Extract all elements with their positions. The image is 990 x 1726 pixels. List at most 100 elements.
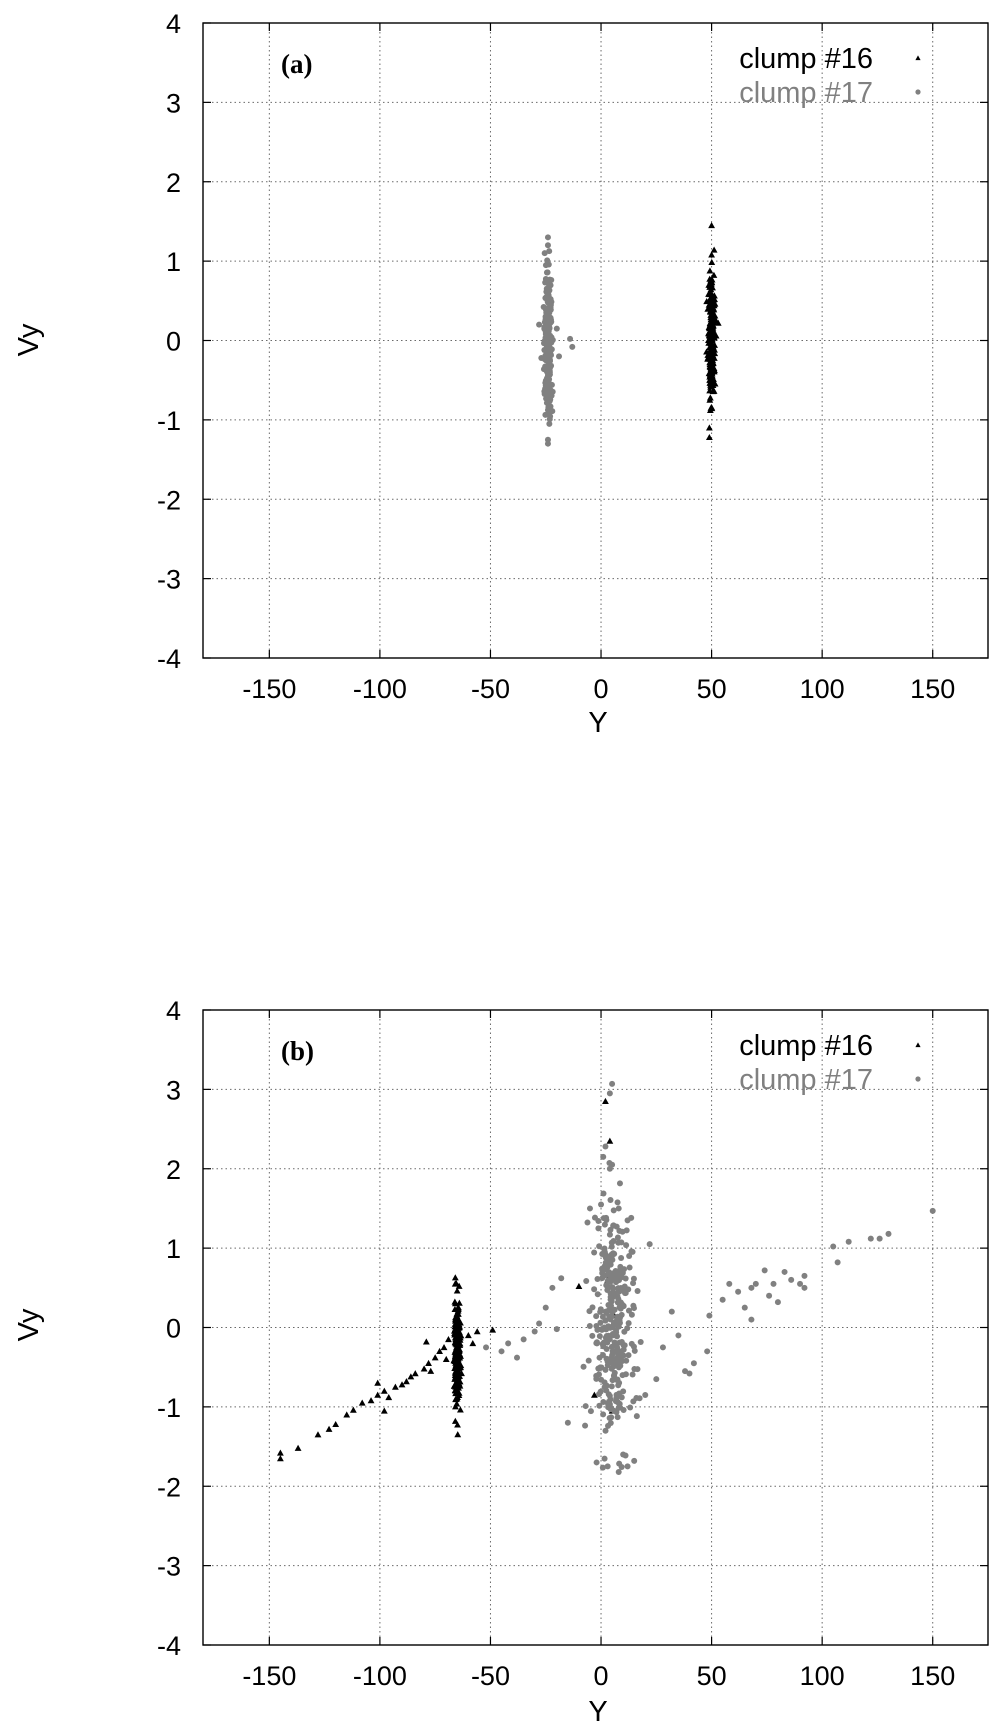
data-point (614, 1293, 621, 1300)
data-point (612, 1398, 619, 1405)
data-point (748, 1284, 755, 1291)
data-point (601, 1245, 608, 1252)
data-point (314, 1431, 322, 1438)
data-point (608, 1239, 615, 1246)
data-point (709, 284, 716, 291)
data-point (625, 1307, 632, 1314)
data-point (457, 1406, 464, 1413)
data-point (623, 1242, 630, 1249)
data-point (542, 279, 549, 286)
x-tick-label: -150 (242, 1661, 296, 1691)
data-point (453, 1395, 461, 1402)
data-point (451, 1417, 459, 1424)
data-point (621, 1328, 628, 1335)
data-point (445, 1336, 452, 1343)
data-point (801, 1272, 808, 1279)
data-point (546, 343, 553, 350)
data-point (427, 1367, 435, 1374)
data-point (601, 1379, 608, 1386)
data-point (606, 1313, 613, 1320)
data-point (705, 424, 713, 431)
data-point (593, 1375, 600, 1382)
series-clump-17 (536, 234, 576, 447)
data-point (707, 333, 715, 340)
data-point (602, 1308, 609, 1315)
data-point (606, 1165, 613, 1172)
data-point (801, 1284, 808, 1291)
data-point (403, 1378, 410, 1385)
data-point (630, 1343, 637, 1350)
data-point (599, 1464, 606, 1471)
data-point (601, 1455, 608, 1462)
y-tick-label: 4 (166, 996, 181, 1026)
data-point (593, 1313, 600, 1320)
series-clump-17 (483, 1080, 936, 1475)
data-point (598, 1201, 605, 1208)
data-point (710, 271, 718, 278)
y-tick-label: 4 (166, 9, 181, 39)
data-point (845, 1238, 852, 1245)
data-point (633, 1394, 640, 1401)
data-point (584, 1219, 591, 1226)
data-point (614, 1414, 621, 1421)
data-point (781, 1268, 788, 1275)
data-point (610, 1306, 617, 1313)
data-point (505, 1340, 512, 1347)
data-point (706, 267, 714, 274)
data-point (708, 369, 716, 377)
x-tick-label: -50 (471, 674, 510, 704)
x-tick-label: 0 (594, 674, 609, 704)
data-point (411, 1370, 419, 1377)
data-point (374, 1391, 382, 1398)
data-point (451, 1300, 459, 1307)
data-point (705, 433, 713, 441)
data-point (440, 1343, 448, 1351)
data-point (454, 1421, 461, 1428)
data-point (607, 1419, 614, 1426)
data-point (619, 1228, 626, 1235)
data-point (564, 1419, 571, 1426)
data-point (710, 246, 718, 253)
data-point (709, 353, 716, 361)
data-point (422, 1338, 430, 1345)
data-point (834, 1259, 841, 1266)
data-point (599, 1266, 606, 1273)
data-point (567, 335, 574, 342)
data-point (690, 1360, 697, 1367)
data-point (452, 1390, 460, 1397)
data-point (473, 1328, 481, 1335)
data-point (608, 1243, 615, 1250)
data-point (455, 1321, 463, 1328)
data-point (374, 1379, 382, 1386)
y-tick-label: 0 (166, 327, 181, 357)
y-axis-label: Vy (13, 323, 45, 356)
data-point (544, 366, 551, 373)
data-point (544, 234, 551, 241)
data-point (624, 1217, 631, 1224)
data-point (626, 1252, 633, 1259)
legend-label: clump #16 (739, 1030, 873, 1062)
data-point (609, 1324, 616, 1331)
data-point (453, 1369, 461, 1376)
data-point (608, 1383, 615, 1390)
data-point (542, 313, 549, 320)
data-point (585, 1357, 592, 1364)
data-point (407, 1373, 415, 1380)
data-point (453, 1316, 461, 1323)
data-point (597, 1319, 604, 1326)
data-point (553, 1326, 560, 1333)
x-tick-label: -100 (353, 1661, 407, 1691)
data-point (637, 1339, 644, 1346)
data-point (600, 1339, 607, 1346)
data-point (704, 1348, 711, 1355)
data-point (608, 1343, 615, 1350)
series-clump-16 (703, 222, 722, 441)
data-point (710, 387, 718, 394)
data-point (604, 1277, 611, 1284)
data-point (675, 1332, 682, 1339)
data-point (489, 1326, 497, 1333)
data-point (915, 1076, 921, 1082)
data-point (622, 1371, 629, 1378)
data-point (385, 1393, 393, 1401)
